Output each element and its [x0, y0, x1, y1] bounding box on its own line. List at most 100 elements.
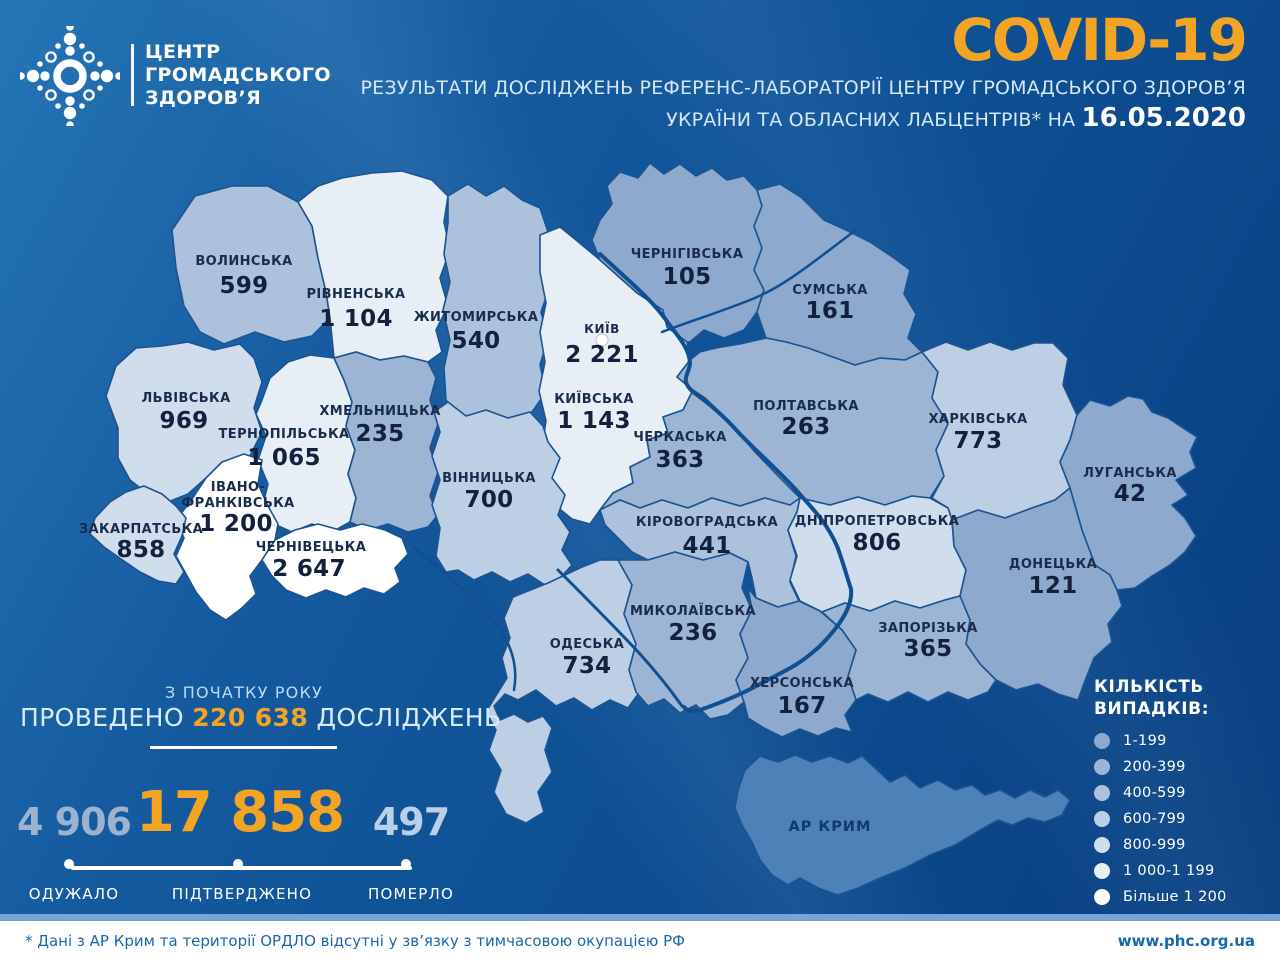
footer-note: * Дані з АР Крим та території ОРДЛО відс… — [25, 932, 686, 950]
region-kir-label: КІРОВОГРАДСЬКА 441 — [636, 515, 778, 559]
stats-divider — [150, 746, 337, 749]
subtitle-line-1: РЕЗУЛЬТАТИ ДОСЛІДЖЕНЬ РЕФЕРЕНС-ЛАБОРАТОР… — [360, 77, 1246, 99]
region-riv-label: РІВНЕНСЬКА 1 104 — [306, 287, 405, 332]
region-che-label: ЧЕРНІГІВСЬКА 105 — [631, 247, 743, 290]
region-myk-shape — [617, 551, 753, 720]
region-sum-value: 161 — [806, 298, 855, 324]
header-title-block: COVID-19 РЕЗУЛЬТАТИ ДОСЛІДЖЕНЬ РЕФЕРЕНС-… — [360, 8, 1248, 133]
region-myk-name: МИКОЛАЇВСЬКА — [630, 603, 756, 619]
region-kir-name: КІРОВОГРАДСЬКА — [636, 515, 778, 530]
timeline-dot-recovered — [64, 859, 74, 869]
logo-line-3: ЗДОРОВ’Я — [145, 87, 262, 109]
legend-rows: 1-199 200-399 400-599 600-799 800-999 1 000-1… — [1094, 728, 1274, 910]
footer-url-link[interactable]: www.phc.org.ua — [1117, 932, 1255, 950]
region-don-name: ДОНЕЦЬКА — [1009, 557, 1097, 572]
region-ter-name: ТЕРНОПІЛЬСЬКА — [219, 427, 350, 442]
region-krym-shape — [734, 754, 1071, 896]
region-zap-value: 365 — [904, 636, 953, 662]
subtitle-line-2-text: УКРАЇНИ ТА ОБЛАСНИХ ЛАБЦЕНТРІВ* НА — [666, 109, 1076, 131]
region-zhy-name: ЖИТОМИРСЬКА — [414, 310, 539, 325]
confirmed-label: ПІДТВЕРДЖЕНО — [171, 885, 313, 903]
region-riv-value: 1 104 — [319, 306, 393, 332]
region-zak-shape — [89, 485, 187, 585]
region-kyv-value: 1 143 — [557, 408, 631, 434]
region-ode-shape — [485, 559, 642, 824]
stats-tagline: З ПОЧАТКУ РОКУ — [164, 683, 323, 702]
river-0 — [660, 228, 858, 334]
region-ter-value: 1 065 — [247, 445, 321, 471]
region-vol-label: ВОЛИНСЬКА 599 — [195, 254, 292, 299]
legend-title-line-1: КІЛЬКІСТЬ — [1094, 677, 1204, 697]
region-kyiv_city-name: КИЇВ — [584, 321, 620, 336]
legend-color-dot — [1094, 811, 1110, 827]
region-vin-name: ВІННИЦЬКА — [442, 471, 536, 486]
region-dni-name: ДНІПРОПЕТРОВСЬКА — [795, 514, 959, 529]
footer-accent-strip — [0, 914, 1280, 921]
region-che-value: 105 — [663, 264, 712, 290]
legend-item: 800-999 — [1094, 832, 1274, 858]
legend-item-label: 200-399 — [1123, 759, 1186, 775]
region-chk-label: ЧЕРКАСЬКА 363 — [633, 430, 726, 473]
region-sum-shape — [753, 183, 923, 366]
region-ode-name: ОДЕСЬКА — [550, 637, 624, 652]
tests-count: 220 638 — [192, 703, 309, 732]
logo-divider — [131, 44, 134, 106]
region-ifr-shape — [175, 453, 279, 621]
region-zhy-label: ЖИТОМИРСЬКА 540 — [414, 310, 539, 354]
region-chk-value: 363 — [656, 447, 705, 473]
legend: КІЛЬКІСТЬ ВИПАДКІВ: 1-199 200-399 400-599 6… — [1094, 676, 1274, 910]
region-chv-name: ЧЕРНІВЕЦЬКА — [256, 540, 366, 555]
region-vol-value: 599 — [220, 273, 269, 299]
region-khm-value: 235 — [356, 421, 405, 447]
legend-item-label: Більше 1 200 — [1123, 889, 1227, 905]
region-krym-name: АР КРИМ — [789, 819, 872, 835]
timeline-line — [71, 866, 412, 870]
legend-color-dot — [1094, 733, 1110, 749]
legend-item: 400-599 — [1094, 780, 1274, 806]
report-date: 16.05.2020 — [1081, 103, 1246, 133]
legend-item-label: 1 000-1 199 — [1123, 863, 1215, 879]
region-ifr-value: 1 200 — [199, 511, 273, 537]
region-riv-name: РІВНЕНСЬКА — [306, 287, 405, 302]
region-lvi-label: ЛЬВІВСЬКА 969 — [141, 391, 230, 434]
region-kha-name: ХАРКІВСЬКА — [928, 412, 1027, 427]
region-riv-shape — [297, 170, 451, 363]
legend-color-dot — [1094, 785, 1110, 801]
legend-item-label: 600-799 — [1123, 811, 1186, 827]
river-3 — [410, 544, 517, 692]
region-khe-name: ХЕРСОНСЬКА — [750, 676, 854, 691]
region-vol-name: ВОЛИНСЬКА — [195, 254, 292, 269]
region-ifr-name: ІВАНО-ФРАНКІВСЬКА — [181, 480, 294, 511]
legend-color-dot — [1094, 837, 1110, 853]
region-khm-shape — [333, 351, 439, 533]
died-label: ПОМЕРЛО — [367, 885, 455, 903]
tests-suffix: ДОСЛІДЖЕНЬ — [316, 703, 502, 732]
kyiv-city-marker-dot — [595, 333, 609, 347]
region-khm-name: ХМЕЛЬНИЦЬКА — [319, 404, 440, 419]
region-zhy-shape — [442, 183, 551, 421]
region-zak-value: 858 — [117, 537, 166, 563]
died-count: 497 — [372, 800, 450, 844]
region-myk-value: 236 — [669, 620, 718, 646]
region-khm-label: ХМЕЛЬНИЦЬКА 235 — [319, 404, 440, 447]
footer-bar: * Дані з АР Крим та території ОРДЛО відс… — [0, 921, 1280, 961]
region-kyiv_city-label: КИЇВ 2 221 — [565, 321, 639, 368]
legend-item-label: 1-199 — [1123, 733, 1167, 749]
river-2 — [556, 568, 684, 708]
legend-title-line-2: ВИПАДКІВ: — [1094, 699, 1210, 719]
region-dni-value: 806 — [853, 530, 902, 556]
region-sum-name: СУМСЬКА — [792, 283, 867, 298]
legend-item: 1-199 — [1094, 728, 1274, 754]
region-kyiv_city-value: 2 221 — [565, 342, 639, 368]
legend-color-dot — [1094, 863, 1110, 879]
legend-color-dot — [1094, 889, 1110, 905]
region-lvi-value: 969 — [160, 408, 209, 434]
logo-line-2: ГРОМАДСЬКОГО — [145, 64, 331, 86]
region-pol-name: ПОЛТАВСЬКА — [753, 399, 859, 414]
logo-line-1: ЦЕНТР — [145, 41, 221, 63]
